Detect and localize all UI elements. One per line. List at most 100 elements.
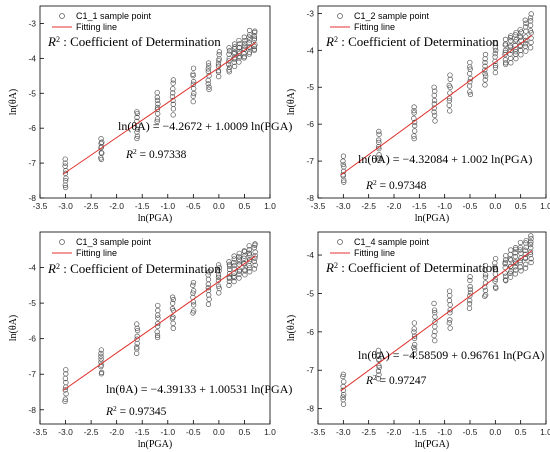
sample-point bbox=[155, 315, 161, 321]
x-tick-label: -1.0 bbox=[437, 201, 452, 211]
sample-point bbox=[226, 45, 232, 51]
sample-point bbox=[242, 267, 248, 273]
x-tick-label: -0.5 bbox=[463, 427, 478, 437]
sample-point bbox=[431, 109, 437, 115]
plot-frame bbox=[317, 231, 547, 425]
sample-point bbox=[134, 135, 140, 142]
x-tick-label: -1.5 bbox=[135, 427, 150, 437]
sample-point bbox=[376, 152, 382, 158]
sample-point bbox=[523, 20, 529, 26]
sample-point bbox=[513, 51, 519, 57]
sample-point bbox=[191, 288, 197, 294]
sample-point bbox=[251, 266, 258, 272]
sample-point bbox=[411, 320, 418, 326]
sample-point bbox=[252, 262, 258, 268]
sample-point bbox=[231, 259, 237, 266]
sample-point bbox=[154, 106, 161, 113]
sample-point bbox=[492, 62, 499, 69]
sample-point bbox=[246, 250, 252, 256]
sample-point bbox=[251, 258, 257, 265]
plot-frame bbox=[39, 231, 271, 425]
y-tick-label: -3 bbox=[28, 18, 36, 28]
sample-point bbox=[375, 352, 382, 359]
y-axis-label: ln(θA) bbox=[286, 315, 297, 341]
sample-point bbox=[503, 60, 509, 66]
y-tick-label: -4 bbox=[28, 263, 36, 273]
sample-point bbox=[134, 327, 141, 334]
y-tick-label: -7 bbox=[28, 369, 36, 379]
sample-points bbox=[62, 241, 258, 405]
sample-point bbox=[482, 292, 489, 298]
sample-point bbox=[517, 244, 523, 251]
sample-point bbox=[492, 284, 499, 290]
sample-point bbox=[518, 268, 524, 274]
r2-definition: R2 : Coefficient of Determination bbox=[325, 260, 499, 275]
sample-point bbox=[411, 104, 417, 110]
sample-point bbox=[446, 288, 453, 294]
sample-point bbox=[134, 325, 140, 331]
y-tick-label: -5 bbox=[306, 82, 314, 92]
sample-point bbox=[467, 297, 473, 304]
sample-point bbox=[155, 111, 161, 117]
y-tick-label: -5 bbox=[28, 298, 36, 308]
sample-point bbox=[216, 51, 222, 58]
sample-point bbox=[154, 97, 161, 104]
sample-point bbox=[376, 157, 382, 163]
sample-point bbox=[170, 112, 176, 118]
sample-point bbox=[215, 61, 222, 67]
x-tick-label: -1.5 bbox=[412, 427, 427, 437]
legend-marker-icon bbox=[59, 239, 65, 245]
sample-point bbox=[170, 77, 177, 83]
sample-point bbox=[206, 86, 212, 92]
sample-point bbox=[412, 128, 418, 134]
sample-point bbox=[512, 271, 518, 277]
sample-point bbox=[170, 300, 176, 306]
sample-point bbox=[226, 282, 232, 288]
sample-point bbox=[241, 255, 247, 261]
sample-point bbox=[527, 22, 534, 28]
sample-point bbox=[467, 290, 474, 296]
sample-point bbox=[134, 336, 140, 342]
sample-point bbox=[205, 68, 211, 75]
sample-point bbox=[216, 285, 222, 292]
legend-label-points: C1_2 sample point bbox=[354, 11, 430, 21]
sample-point bbox=[205, 60, 212, 66]
sample-point bbox=[190, 98, 196, 105]
y-tick-label: -5 bbox=[306, 288, 314, 298]
sample-point bbox=[154, 334, 161, 341]
sample-point bbox=[376, 128, 382, 135]
sample-point bbox=[246, 252, 253, 258]
sample-point bbox=[190, 279, 197, 286]
sample-point bbox=[155, 312, 161, 318]
sample-point bbox=[170, 90, 176, 96]
sample-point bbox=[134, 133, 141, 139]
sample-point bbox=[226, 51, 232, 57]
sample-point bbox=[493, 255, 499, 262]
chart-panel-1: -3.5 -3.0 -2.5 -2.0 -1.5 -1.0 -0.5 0.0 0.5 1.0 -3 -… bbox=[8, 5, 292, 224]
sample-point bbox=[251, 245, 257, 251]
sample-point bbox=[134, 129, 140, 135]
r2-value: R2 = 0.97348 bbox=[365, 178, 427, 193]
sample-point bbox=[62, 396, 69, 402]
sample-point bbox=[247, 32, 253, 38]
sample-point bbox=[226, 67, 232, 73]
sample-point bbox=[522, 24, 529, 30]
sample-point bbox=[62, 184, 69, 191]
sample-point bbox=[411, 107, 417, 114]
sample-point bbox=[528, 239, 534, 245]
sample-point bbox=[522, 265, 529, 271]
fit-equation: ln(θA) = −4.32084 + 1.002 ln(PGA) bbox=[358, 152, 532, 166]
sample-point bbox=[482, 51, 489, 58]
sample-point bbox=[190, 71, 196, 77]
sample-point bbox=[466, 83, 473, 89]
x-tick-label: -2.0 bbox=[387, 427, 402, 437]
sample-point bbox=[251, 35, 258, 41]
y-tick-label: -6 bbox=[28, 334, 36, 344]
sample-point bbox=[98, 356, 104, 362]
sample-point bbox=[528, 235, 534, 242]
sample-point bbox=[492, 278, 498, 284]
sample-point bbox=[236, 253, 242, 260]
legend-label-points: C1_3 sample point bbox=[76, 237, 152, 247]
sample-point bbox=[447, 325, 453, 331]
